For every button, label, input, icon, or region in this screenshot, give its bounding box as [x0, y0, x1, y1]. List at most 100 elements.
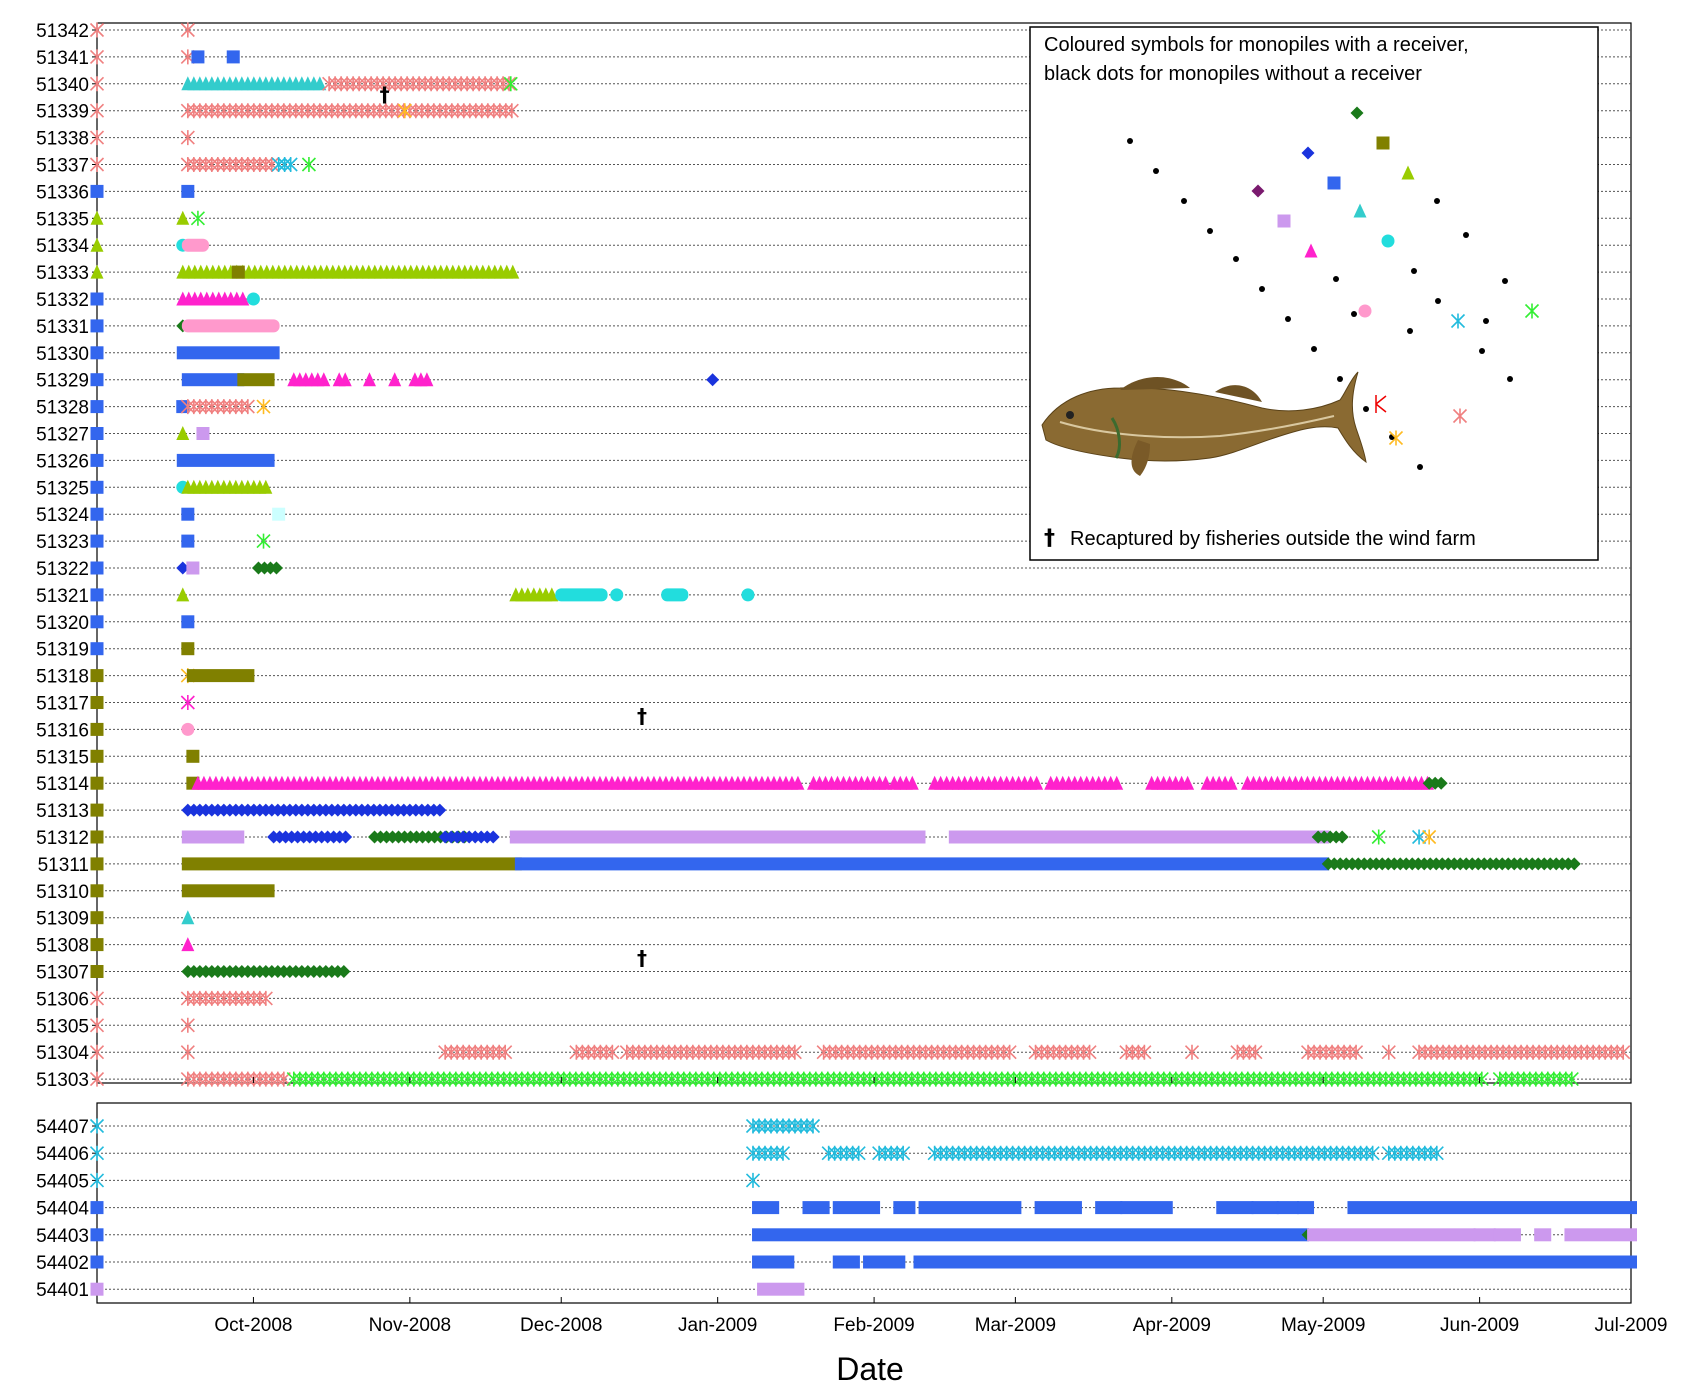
detection-51340-2008-10-16 — [322, 76, 517, 92]
tagging-54403 — [90, 1228, 104, 1242]
y-tick-label-54405: 54405 — [36, 1171, 89, 1192]
tagging-54405 — [89, 1172, 105, 1188]
y-tick-label-51314: 51314 — [36, 774, 89, 795]
detection-51322-2008-09-17 — [176, 561, 190, 575]
detection-51329-2008-10-18-point — [338, 372, 352, 387]
monopile-receiver-symbol — [1277, 214, 1291, 228]
detection-54407-2009-01-08-point — [805, 1118, 821, 1134]
detection-54402-2009-02-10 — [913, 1255, 1637, 1269]
detection-51334-2008-09-18 — [181, 238, 209, 252]
detection-51310-2008-09-18 — [181, 884, 275, 898]
detection-51304-2009-04-28-point — [1348, 1044, 1364, 1060]
detection-54404-2009-04-27 — [1297, 1201, 1315, 1215]
monopile-receiver-symbol — [1251, 184, 1265, 198]
detection-51333-2008-09-17 — [176, 264, 520, 279]
tagging-51312 — [90, 830, 104, 844]
y-tick-label-51334: 51334 — [36, 236, 89, 257]
detection-51307-2008-09-18 — [181, 965, 351, 978]
detection-51304-2009-04-14-point — [1248, 1044, 1263, 1060]
monopile-receiver-symbol — [1524, 303, 1540, 319]
detection-51304-2009-01-22 — [816, 1044, 1017, 1060]
detection-51328-2008-09-18-point — [240, 399, 255, 415]
detection-51324-2008-09-18 — [181, 507, 195, 521]
detection-51329-2008-10-18 — [332, 372, 352, 387]
monopile-dot — [1207, 228, 1213, 234]
detection-51332-2008-09-17 — [176, 291, 250, 306]
detection-54402-2009-01-09 — [752, 1255, 795, 1269]
monopile-dot — [1417, 464, 1423, 470]
y-tick-label-51326: 51326 — [36, 451, 89, 472]
detection-54406-2009-02-02-point — [896, 1145, 911, 1161]
detection-54403-2009-01-09 — [752, 1228, 1310, 1242]
tagging-51319 — [90, 642, 104, 656]
y-tick-labels-main: 51303 51304 51305 51306 51307 51308 51309 51310… — [36, 21, 97, 1091]
y-tick-label-51329: 51329 — [36, 371, 89, 392]
detection-51307-2008-09-18-point — [337, 965, 351, 978]
y-tick-label-54406: 54406 — [36, 1144, 89, 1165]
x-tick-label-Apr-2009: Apr-2009 — [1133, 1315, 1211, 1336]
detection-51304-2009-05-20 — [1412, 1044, 1547, 1060]
detection-54403-2009-06-13 — [1534, 1228, 1552, 1242]
detection-54402-2009-01-25 — [832, 1255, 860, 1269]
legend-recapture-label: Recaptured by fisheries outside the wind… — [1070, 528, 1476, 550]
tagging-54407 — [89, 1118, 105, 1134]
y-tick-label-51322: 51322 — [36, 559, 89, 580]
detection-54404-2009-04-18 — [1251, 1201, 1279, 1215]
tagging-51340 — [89, 76, 105, 92]
monopile-receiver-symbol — [1452, 408, 1468, 424]
monopile-dot — [1411, 268, 1417, 274]
detection-51329-2008-10-09-point — [317, 372, 331, 387]
detection-51332-2008-10-01 — [246, 292, 260, 306]
x-tick-label-May-2009: May-2009 — [1281, 1315, 1366, 1336]
monopile-dot — [1502, 278, 1508, 284]
detection-51304-2009-04-14 — [1230, 1044, 1263, 1060]
tagging-51342 — [89, 22, 105, 38]
detection-51325-2008-09-18-point — [259, 479, 273, 494]
detection-51314-2009-03-28-point — [1181, 775, 1195, 790]
y-tick-labels-secondary: 54401 54402 54403 54404 54405 54406 54407 — [36, 1117, 97, 1301]
detection-51333-2008-09-28 — [231, 265, 245, 279]
detection-51311-2008-11-23 — [514, 857, 1330, 871]
y-tick-label-51340: 51340 — [36, 75, 89, 96]
tagging-51336 — [90, 184, 104, 198]
monopile-dot — [1407, 328, 1413, 334]
recapture-51316: † — [637, 704, 647, 728]
tagging-51338 — [89, 130, 105, 146]
detection-51304-2009-05-14 — [1381, 1044, 1396, 1060]
detection-51312-2008-09-18 — [181, 830, 245, 844]
markers-secondary — [89, 1118, 1637, 1296]
y-tick-label-51315: 51315 — [36, 747, 89, 768]
detection-51329-2008-12-31 — [706, 373, 720, 387]
detection-51337-2008-10-06 — [271, 157, 298, 172]
detection-51303-2008-09-18 — [180, 1071, 291, 1087]
detection-54401-2009-01-10 — [757, 1282, 805, 1296]
detection-51314-2009-01-20-point — [879, 775, 893, 790]
y-tick-label-54401: 54401 — [36, 1280, 89, 1301]
detection-51337-2008-09-18-point — [264, 157, 279, 172]
detection-54402-2009-01-31 — [863, 1255, 906, 1269]
x-tick-label-Oct-2008: Oct-2008 — [214, 1315, 292, 1336]
monopile-dot — [1507, 376, 1513, 382]
detection-51323-2008-09-18 — [181, 534, 195, 548]
detection-51322-2008-10-02-point — [269, 561, 283, 575]
tagging-51326 — [90, 453, 104, 467]
legend-line-2: black dots for monopiles without a recei… — [1044, 63, 1422, 85]
tagging-51330 — [90, 346, 104, 360]
monopile-receiver-symbol — [1327, 176, 1341, 190]
detection-51304-2009-01-22-point — [1002, 1044, 1017, 1060]
detection-51314-2009-02-05-point — [905, 775, 919, 790]
detection-54406-2009-05-14-point — [1429, 1145, 1444, 1161]
detection-51304-2009-05-20-point — [1532, 1044, 1547, 1060]
detection-51321-2008-11-22-point — [545, 587, 559, 602]
detection-51303-2009-06-05-point — [1564, 1071, 1579, 1087]
y-tick-label-51325: 51325 — [36, 478, 89, 499]
recapture-51339: † — [380, 83, 390, 107]
detection-51314-2009-05-22 — [1422, 776, 1448, 790]
x-axis: Oct-2008 Nov-2008 Dec-2008 Jan-2009 Feb-2009… — [214, 1077, 1667, 1336]
detection-54404-2009-03-23 — [1120, 1201, 1173, 1215]
detection-51309-2008-09-18 — [181, 910, 195, 925]
detection-51324-2008-10-06 — [272, 507, 286, 521]
tagging-51313 — [90, 803, 104, 817]
detection-54406-2009-02-13-point — [1365, 1145, 1380, 1161]
detection-54404-2009-05-07 — [1347, 1201, 1637, 1215]
